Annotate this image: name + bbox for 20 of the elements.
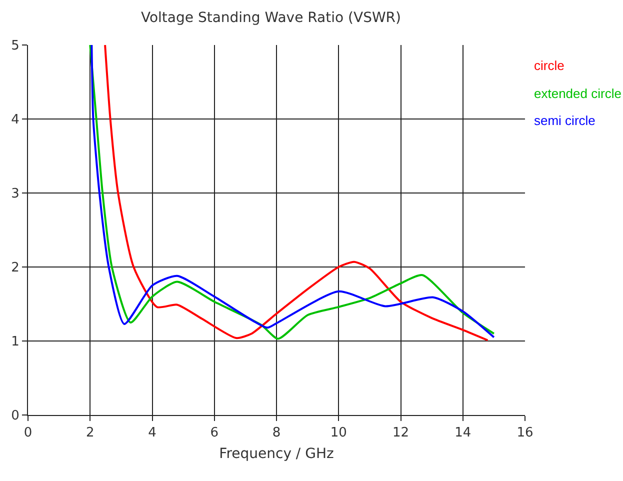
y-tick-label: 1	[11, 334, 20, 350]
y-tick-label: 5	[11, 38, 20, 54]
text: extended circle	[534, 86, 622, 101]
x-tick-label: 0	[24, 426, 32, 441]
x-axis-title: Frequency / GHz	[219, 446, 334, 462]
y-tick-label: 2	[11, 260, 20, 276]
x-tick-label: 14	[454, 426, 472, 441]
x-tick-label: 2	[86, 426, 94, 441]
x-tick-label: 8	[272, 426, 281, 441]
text: semi circle	[534, 113, 596, 128]
x-tick-label: 12	[392, 426, 410, 441]
x-tick-label: 6	[210, 426, 219, 441]
y-tick-label: 3	[11, 186, 20, 202]
y-tick-label: 4	[11, 112, 20, 128]
text: circle	[534, 58, 564, 73]
x-tick-label: 16	[516, 426, 534, 441]
x-tick-label: 4	[148, 426, 156, 441]
chart-title: Voltage Standing Wave Ratio (VSWR)	[140, 10, 402, 26]
y-tick-label: 0	[11, 408, 20, 424]
x-tick-label: 10	[330, 426, 347, 441]
